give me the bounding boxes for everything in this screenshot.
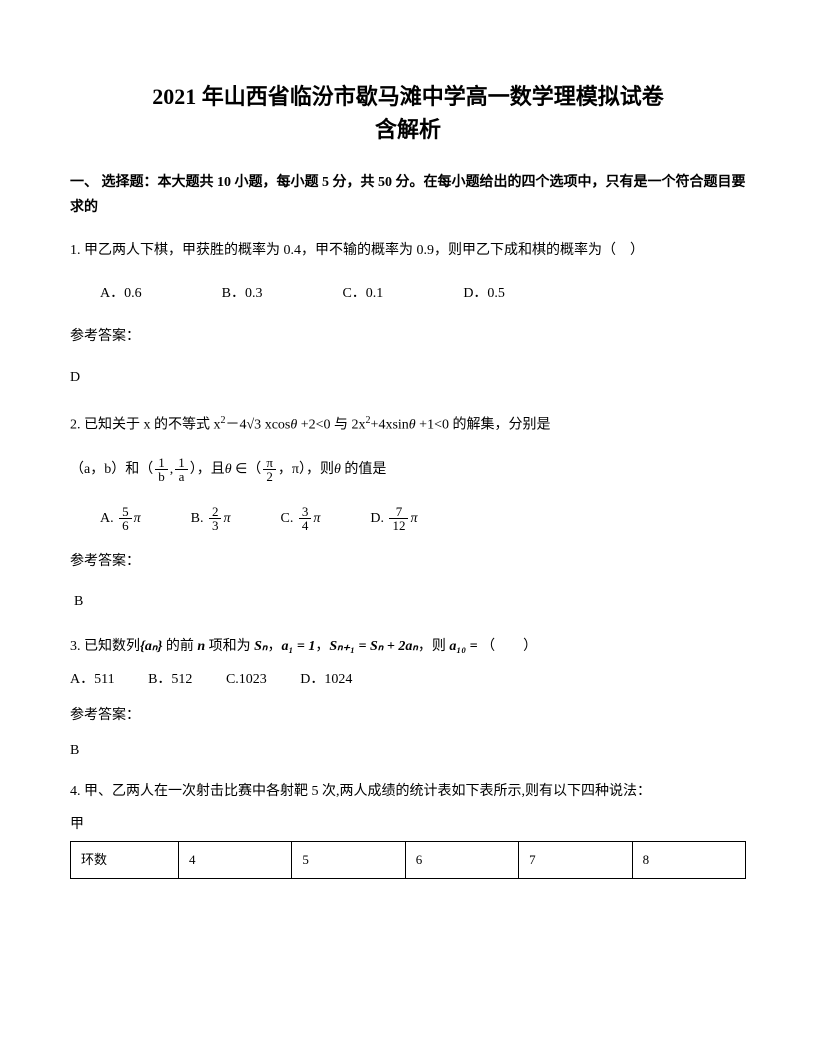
frac-pi2: π2 bbox=[263, 456, 276, 483]
q2-options: A. 56π B. 23π C. 34π D. 712π bbox=[70, 504, 746, 535]
table-header-cell: 环数 bbox=[71, 842, 179, 878]
q1-answer: D bbox=[70, 363, 746, 394]
frac-1a: 1a bbox=[175, 456, 188, 483]
comma-sep: , bbox=[170, 462, 174, 477]
q2-option-b: B. 23π bbox=[191, 504, 231, 535]
q4-table: 环数 4 5 6 7 8 bbox=[70, 841, 746, 878]
q4-subject: 甲 bbox=[70, 812, 746, 837]
question-4: 4. 甲、乙两人在一次射击比赛中各射靶 5 次,两人成绩的统计表如下表所示,则有… bbox=[70, 779, 746, 879]
question-2: 2. 已知关于 x 的不等式 x2－4√3 xcosθ +2<0 与 2x2+4… bbox=[70, 410, 746, 619]
q2-l2-suffix: ），则 bbox=[299, 462, 334, 477]
question-3: 3. 已知数列{aₙ} 的前 n 项和为 Sₙ，a₁ = 1，Sₙ₊₁ = Sₙ… bbox=[70, 634, 746, 763]
q2-mid2: xcos bbox=[261, 417, 290, 432]
q2-mid1: －4 bbox=[226, 417, 247, 432]
q2-answer: B bbox=[70, 587, 746, 618]
q2-mid4: +4xsin bbox=[371, 417, 409, 432]
pi-d: π bbox=[410, 511, 417, 526]
question-1: 1. 甲乙两人下棋，甲获胜的概率为 0.4，甲不输的概率为 0.9，则甲乙下成和… bbox=[70, 236, 746, 393]
theta-3: θ bbox=[225, 462, 232, 477]
q2-option-c: C. 34π bbox=[281, 504, 321, 535]
theta-2: θ bbox=[409, 417, 416, 432]
frac-1b: 1b bbox=[155, 456, 168, 483]
seq-an: {aₙ} bbox=[140, 639, 162, 654]
q3-option-c: C.1023 bbox=[226, 672, 267, 687]
pi-a: π bbox=[134, 511, 141, 526]
table-cell: 5 bbox=[292, 842, 405, 878]
eq-rec: Sₙ₊₁ = Sₙ + 2aₙ bbox=[329, 639, 418, 654]
q2-option-d: D. 712π bbox=[370, 504, 417, 535]
q1-option-c: C．0.1 bbox=[342, 279, 383, 310]
section-header: 一、 选择题：本大题共 10 小题，每小题 5 分，共 50 分。在每小题给出的… bbox=[70, 170, 746, 220]
table-cell: 8 bbox=[632, 842, 745, 878]
q2-prefix: 2. 已知关于 x 的不等式 x bbox=[70, 417, 221, 432]
pi-c: π bbox=[313, 511, 320, 526]
q3-option-a: A．511 bbox=[70, 672, 115, 687]
theta-4: θ bbox=[334, 462, 341, 477]
q3-text: 3. 已知数列{aₙ} 的前 n 项和为 Sₙ，a₁ = 1，Sₙ₊₁ = Sₙ… bbox=[70, 634, 746, 659]
q3-answer-label: 参考答案： bbox=[70, 703, 746, 728]
table-cell: 7 bbox=[519, 842, 632, 878]
document-title: 2021 年山西省临汾市歇马滩中学高一数学理模拟试卷 含解析 bbox=[70, 80, 746, 146]
q2-l2-mid: ），且 bbox=[190, 462, 225, 477]
eq-a10: a₁₀ = bbox=[449, 639, 477, 654]
q3-answer: B bbox=[70, 738, 746, 763]
q2-text-line2: （a，b）和（1b,1a），且θ ∈（π2，π），则θ 的值是 bbox=[70, 455, 746, 486]
title-line-1: 2021 年山西省临汾市歇马滩中学高一数学理模拟试卷 bbox=[70, 80, 746, 113]
table-cell: 6 bbox=[405, 842, 518, 878]
q2-text-line1: 2. 已知关于 x 的不等式 x2－4√3 xcosθ +2<0 与 2x2+4… bbox=[70, 410, 746, 441]
table-row: 环数 4 5 6 7 8 bbox=[71, 842, 746, 878]
title-line-2: 含解析 bbox=[70, 113, 746, 146]
q1-options: A．0.6 B．0.3 C．0.1 D．0.5 bbox=[70, 279, 746, 310]
q4-text: 4. 甲、乙两人在一次射击比赛中各射靶 5 次,两人成绩的统计表如下表所示,则有… bbox=[70, 779, 746, 804]
frac-2-3: 23 bbox=[209, 505, 222, 532]
frac-3-4: 34 bbox=[299, 505, 312, 532]
q3-option-b: B．512 bbox=[148, 672, 192, 687]
q2-l2-prefix: （a，b）和（ bbox=[70, 462, 153, 477]
q1-option-a: A．0.6 bbox=[100, 279, 142, 310]
q2-l2-end: 的值是 bbox=[341, 462, 387, 477]
var-n: n bbox=[197, 639, 205, 654]
q1-option-b: B．0.3 bbox=[222, 279, 263, 310]
q2-option-a: A. 56π bbox=[100, 504, 141, 535]
eq-a1: a₁ = 1 bbox=[282, 639, 316, 654]
q1-text: 1. 甲乙两人下棋，甲获胜的概率为 0.4，甲不输的概率为 0.9，则甲乙下成和… bbox=[70, 236, 746, 267]
q1-option-d: D．0.5 bbox=[463, 279, 505, 310]
q1-answer-label: 参考答案： bbox=[70, 322, 746, 353]
frac-7-12: 712 bbox=[389, 505, 408, 532]
sqrt-icon: √3 bbox=[247, 417, 262, 432]
q2-mid3: +2<0 与 2x bbox=[297, 417, 365, 432]
q3-options: A．511 B．512 C.1023 D．1024 bbox=[70, 667, 746, 692]
pi-b: π bbox=[223, 511, 230, 526]
frac-5-6: 56 bbox=[119, 505, 132, 532]
comma-pi: ，π bbox=[278, 462, 299, 477]
q2-answer-label: 参考答案： bbox=[70, 547, 746, 578]
q2-l2-mid2: ∈（ bbox=[232, 462, 262, 477]
table-cell: 4 bbox=[179, 842, 292, 878]
var-sn: Sₙ bbox=[254, 639, 267, 654]
q2-mid5: +1<0 的解集，分别是 bbox=[416, 417, 551, 432]
q3-option-d: D．1024 bbox=[300, 672, 352, 687]
